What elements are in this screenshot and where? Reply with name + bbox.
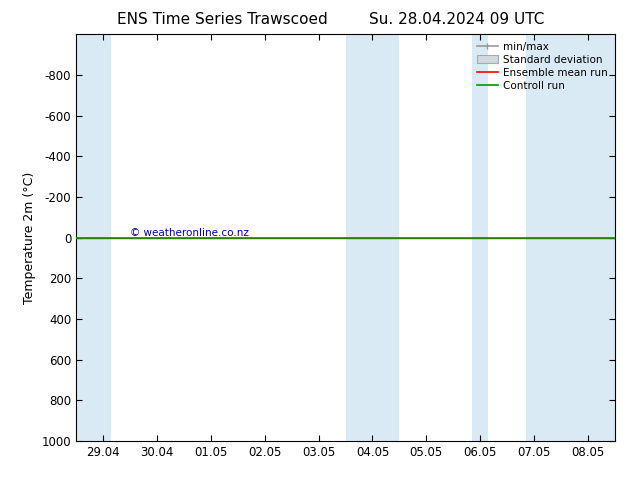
Text: Su. 28.04.2024 09 UTC: Su. 28.04.2024 09 UTC (369, 12, 544, 27)
Legend: min/max, Standard deviation, Ensemble mean run, Controll run: min/max, Standard deviation, Ensemble me… (473, 37, 612, 95)
Bar (472, 34, 488, 441)
Text: © weatheronline.co.nz: © weatheronline.co.nz (130, 228, 249, 238)
Bar (76, 34, 111, 441)
Bar (526, 34, 615, 441)
Text: ENS Time Series Trawscoed: ENS Time Series Trawscoed (117, 12, 327, 27)
Bar (346, 34, 399, 441)
Y-axis label: Temperature 2m (°C): Temperature 2m (°C) (23, 172, 36, 304)
